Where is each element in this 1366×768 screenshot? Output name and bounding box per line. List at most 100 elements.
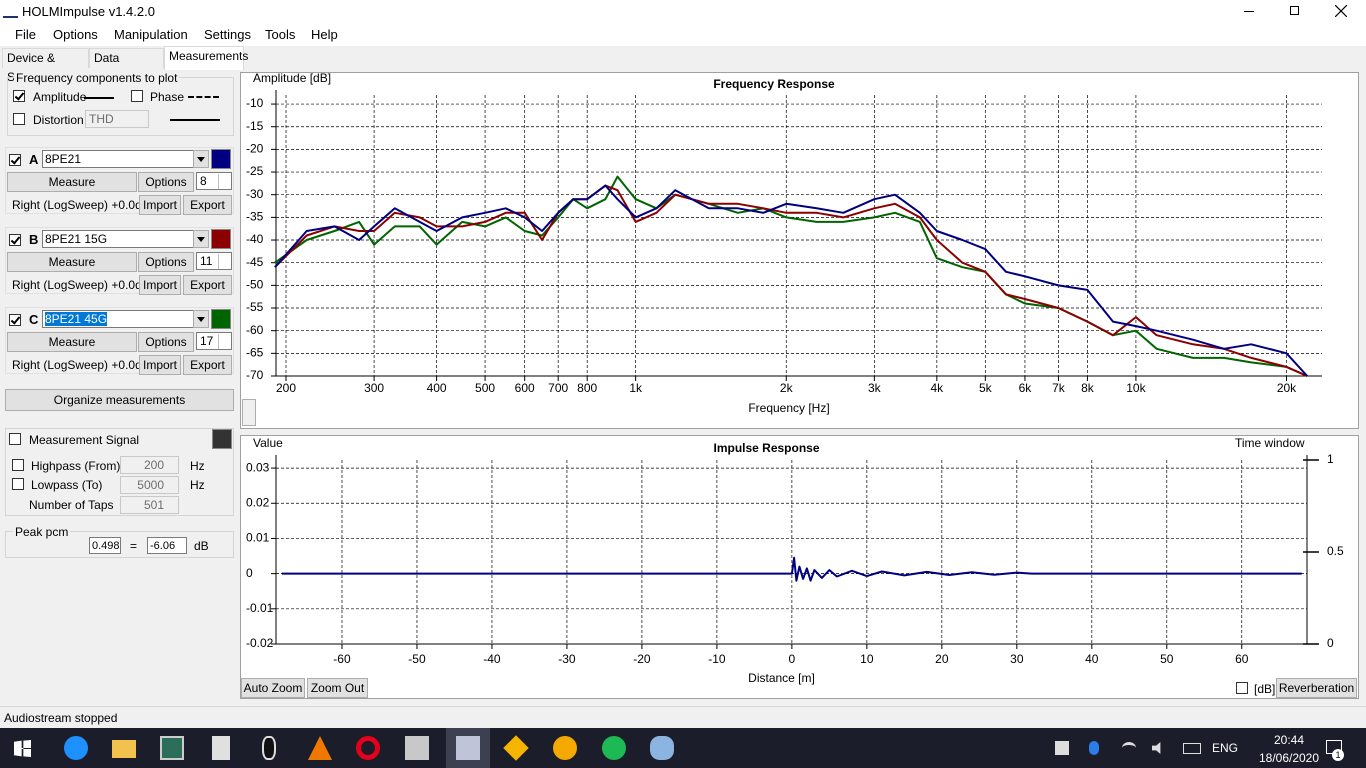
options-button[interactable]: Options <box>138 172 194 192</box>
language[interactable]: ENG <box>1212 741 1239 755</box>
color-swatch[interactable] <box>212 429 232 449</box>
unit: Hz <box>190 459 205 473</box>
spin-field[interactable]: 5000 <box>120 476 179 494</box>
checkbox[interactable] <box>12 478 24 490</box>
y-tick-label: -0.02 <box>246 636 274 650</box>
export-button[interactable]: Export <box>183 355 232 375</box>
start-button[interactable] <box>14 740 31 757</box>
checkbox[interactable] <box>13 90 25 102</box>
checkbox[interactable] <box>9 433 21 445</box>
checkbox[interactable] <box>9 314 21 326</box>
measurement-name[interactable]: 8PE21 15G <box>42 230 194 248</box>
checkbox[interactable] <box>9 234 21 246</box>
measure-button[interactable]: Measure <box>7 252 137 272</box>
label: Distortion <box>33 113 84 127</box>
measurement-letter: A <box>29 152 39 167</box>
dropdown-button[interactable] <box>193 310 209 328</box>
checkbox[interactable] <box>12 459 24 471</box>
menu-item[interactable]: Tools <box>265 27 296 42</box>
maximize-button[interactable] <box>1290 6 1299 15</box>
taskbar-icon[interactable] <box>650 736 674 760</box>
color-swatch[interactable] <box>211 229 231 249</box>
clock-time[interactable]: 20:44 <box>1273 733 1305 747</box>
measurement-name[interactable]: 8PE21 45G <box>42 310 194 328</box>
import-button[interactable]: Import <box>139 195 181 215</box>
export-button[interactable]: Export <box>183 275 232 295</box>
split-toggle[interactable] <box>242 399 256 426</box>
minimize-button[interactable] <box>1244 11 1254 12</box>
auto-zoom-button[interactable]: Auto Zoom <box>241 678 305 698</box>
y-tick-label: -50 <box>246 278 264 292</box>
app-icon <box>3 4 18 18</box>
taskbar-icon[interactable] <box>405 736 429 760</box>
export-button[interactable]: Export <box>183 195 232 215</box>
measurement-letter: B <box>29 232 39 247</box>
x-tick-label: 10k <box>1126 381 1146 395</box>
menu-item[interactable]: File <box>15 27 36 42</box>
checkbox[interactable] <box>1236 682 1248 694</box>
measurement-name-text: 8PE21 15G <box>45 232 108 246</box>
spin-field[interactable]: 11 <box>196 252 232 270</box>
tray-icon[interactable] <box>1089 741 1099 755</box>
spin-field[interactable]: 17 <box>196 332 232 350</box>
tab-active[interactable]: Measurements <box>164 46 248 70</box>
close-button[interactable] <box>1335 5 1347 17</box>
taskbar-icon[interactable] <box>112 740 136 758</box>
taskbar-icon[interactable] <box>262 736 276 760</box>
group-title: Peak pcm <box>13 525 71 539</box>
clock-date[interactable]: 18/06/2020 <box>1258 751 1320 765</box>
taskbar-icon[interactable] <box>553 736 577 760</box>
import-button[interactable]: Import <box>139 355 181 375</box>
title-bar <box>0 0 1366 23</box>
checkbox[interactable] <box>131 90 143 102</box>
taskbar-icon[interactable] <box>456 736 480 760</box>
color-swatch[interactable] <box>211 149 231 169</box>
spin-field[interactable]: 200 <box>120 456 179 474</box>
taskbar-icon[interactable] <box>212 736 230 760</box>
measurement-name[interactable]: 8PE21 <box>42 150 194 168</box>
spin-field[interactable]: 8 <box>196 172 232 190</box>
tray-icon[interactable] <box>1152 742 1161 754</box>
menu-item[interactable]: Settings <box>204 27 251 42</box>
menu-item[interactable]: Options <box>53 27 98 42</box>
measure-button[interactable]: Measure <box>7 172 137 192</box>
menu-item[interactable]: Help <box>311 27 338 42</box>
organize-button[interactable]: Organize measurements <box>5 389 234 411</box>
checkbox[interactable] <box>13 113 25 125</box>
tray-icon[interactable] <box>1122 742 1136 754</box>
y-tick-label: 0 <box>246 566 253 580</box>
color-swatch[interactable] <box>211 309 231 329</box>
x-tick-label: 50 <box>1160 652 1174 666</box>
combo[interactable]: THD <box>85 110 149 128</box>
tray-icon[interactable] <box>1055 741 1069 755</box>
x-tick-label: 4k <box>930 381 944 395</box>
spin-arrows[interactable] <box>218 334 230 349</box>
options-button[interactable]: Options <box>138 332 194 352</box>
reverberation-button[interactable]: Reverberation <box>1276 678 1357 698</box>
label: Measurement Signal <box>29 433 140 447</box>
x-tick-label: 10 <box>860 652 874 666</box>
value-field: -6.06 <box>147 537 187 554</box>
window-title: HOLMImpulse v1.4.2.0 <box>22 4 155 19</box>
x-tick-label: 6k <box>1019 381 1033 395</box>
label: Highpass (From) <box>31 459 121 473</box>
y-tick-label: -70 <box>246 368 264 382</box>
spin-arrows[interactable] <box>218 254 230 269</box>
spin-arrows[interactable] <box>218 174 230 189</box>
tray-icon[interactable] <box>1183 743 1201 754</box>
options-button[interactable]: Options <box>138 252 194 272</box>
import-button[interactable]: Import <box>139 275 181 295</box>
taskbar-icon[interactable] <box>64 736 88 760</box>
taskbar-icon[interactable] <box>602 736 626 760</box>
measure-button[interactable]: Measure <box>7 332 137 352</box>
dropdown-button[interactable] <box>193 230 209 248</box>
x-tick-label: -20 <box>633 652 651 666</box>
menu-item[interactable]: Manipulation <box>114 27 188 42</box>
checkbox[interactable] <box>9 154 21 166</box>
zoom-out-button[interactable]: Zoom Out <box>307 678 368 698</box>
x-tick-label: 600 <box>515 381 535 395</box>
spin-field[interactable]: 501 <box>120 496 179 514</box>
dropdown-button[interactable] <box>193 150 209 168</box>
taskbar-icon[interactable] <box>160 736 184 760</box>
taskbar-icon[interactable] <box>356 736 380 760</box>
